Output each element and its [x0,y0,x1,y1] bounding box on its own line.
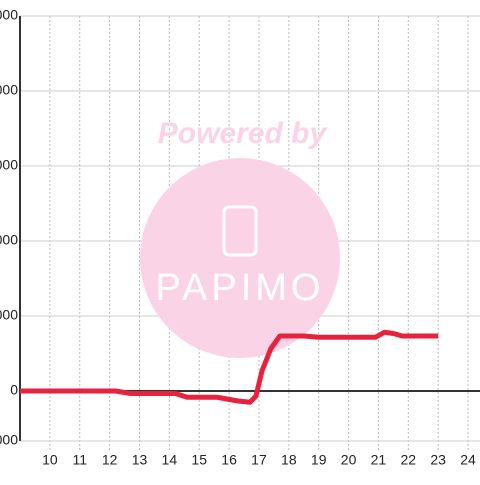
y-tick-label: -20,000 [0,432,18,448]
watermark-title: Powered by [158,117,328,150]
y-tick-label: 0 [10,382,18,398]
x-tick-label: 15 [191,452,207,468]
x-tick-label: 10 [42,452,58,468]
x-tick-label: 24 [460,452,476,468]
x-tick-label: 16 [221,452,237,468]
x-tick-label: 18 [281,452,297,468]
x-tick-label: 14 [162,452,178,468]
x-tick-label: 11 [72,452,87,468]
y-tick-label: 30,000 [0,307,18,323]
x-tick-label: 22 [401,452,417,468]
x-tick-label: 17 [251,452,267,468]
x-tick-label: 19 [311,452,327,468]
x-tick-label: 13 [132,452,148,468]
y-tick-label: 120,000 [0,82,18,98]
x-tick-label: 21 [371,452,387,468]
watermark-logo: PAPIMO [156,267,325,309]
y-tick-label: 60,000 [0,232,18,248]
x-tick-label: 23 [430,452,446,468]
y-tick-label: 90,000 [0,157,18,173]
x-tick-label: 20 [341,452,357,468]
x-tick-label: 12 [102,452,118,468]
line [20,329,439,405]
watermark-circle [140,158,340,358]
y-tick-label: 150,000 [0,7,18,23]
watermark-icon [222,205,258,257]
